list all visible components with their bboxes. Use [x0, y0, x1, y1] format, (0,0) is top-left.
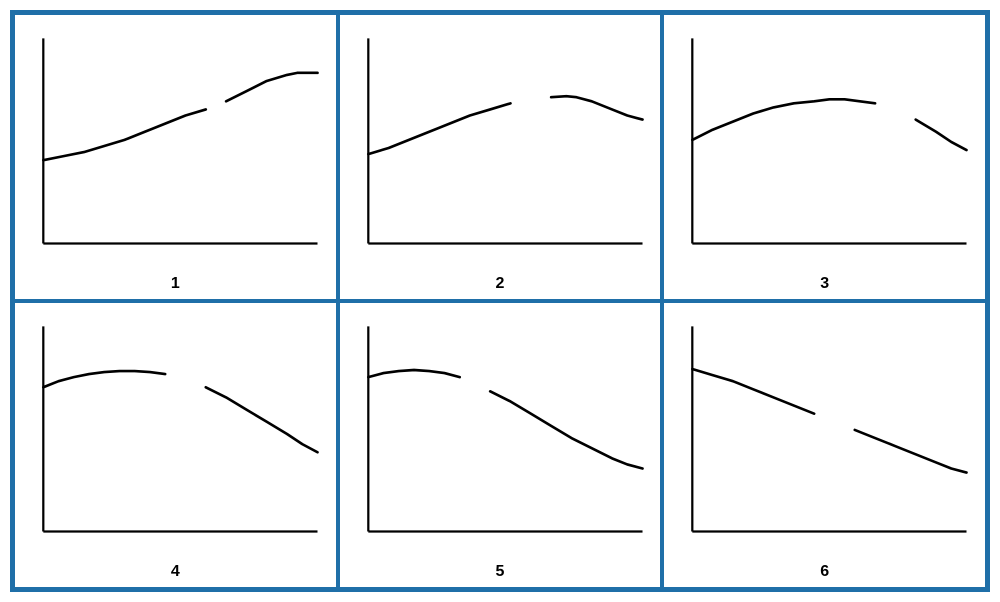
chart-label-5: 5	[496, 563, 505, 581]
curve-segment-1	[368, 103, 510, 154]
line-chart-2	[348, 23, 653, 271]
line-chart-6	[672, 311, 977, 559]
line-chart-3	[672, 23, 977, 271]
chart-wrap-2	[348, 23, 653, 271]
chart-label-2: 2	[496, 275, 505, 293]
chart-wrap-3	[672, 23, 977, 271]
chart-wrap-6	[672, 311, 977, 559]
chart-wrap-1	[23, 23, 328, 271]
curve-segment-2	[551, 96, 642, 119]
curve-segment-2	[206, 387, 318, 452]
curve-segment-2	[490, 391, 642, 468]
curve-segment-1	[43, 371, 165, 387]
chart-cell-5: 5	[338, 301, 663, 589]
line-chart-5	[348, 311, 653, 559]
chart-cell-6: 6	[662, 301, 987, 589]
line-chart-1	[23, 23, 328, 271]
curve-segment-1	[43, 109, 205, 160]
curve-segment-2	[226, 73, 317, 101]
chart-cell-3: 3	[662, 13, 987, 301]
chart-grid: 1 2 3 4 5 6	[10, 10, 990, 592]
chart-label-3: 3	[820, 275, 829, 293]
curve-segment-1	[693, 99, 876, 140]
line-chart-4	[23, 311, 328, 559]
chart-label-6: 6	[820, 563, 829, 581]
chart-cell-4: 4	[13, 301, 338, 589]
curve-segment-2	[916, 120, 967, 150]
curve-segment-1	[368, 370, 459, 377]
chart-label-4: 4	[171, 563, 180, 581]
chart-cell-2: 2	[338, 13, 663, 301]
chart-cell-1: 1	[13, 13, 338, 301]
curve-segment-1	[693, 369, 815, 414]
curve-segment-2	[855, 430, 967, 473]
chart-wrap-4	[23, 311, 328, 559]
chart-wrap-5	[348, 311, 653, 559]
chart-label-1: 1	[171, 275, 180, 293]
